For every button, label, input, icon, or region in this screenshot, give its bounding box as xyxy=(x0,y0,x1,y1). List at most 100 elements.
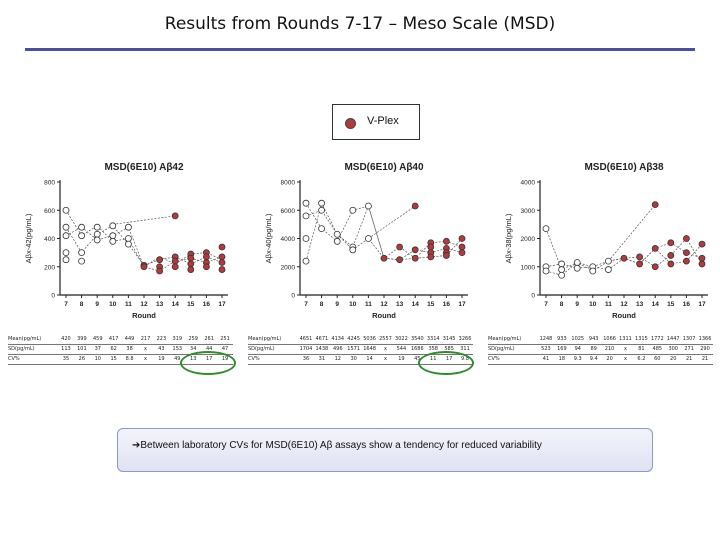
data-point-vplex xyxy=(396,243,404,251)
table-divider xyxy=(248,364,473,365)
row-label: Mean(pg/mL) xyxy=(8,336,42,342)
table-cell: 45 xyxy=(414,356,421,362)
table-cell: 210 xyxy=(604,346,615,352)
y-tick-label: 0 xyxy=(531,293,535,300)
data-point xyxy=(349,246,357,254)
data-point-vplex xyxy=(218,253,226,261)
table-cell: 3540 xyxy=(410,336,424,342)
data-point-vplex xyxy=(140,263,148,271)
data-point-vplex xyxy=(667,239,675,247)
y-tick-label: 2000 xyxy=(281,264,296,271)
table-cell: 8.8 xyxy=(125,356,134,362)
data-point-vplex xyxy=(651,244,659,252)
data-point xyxy=(62,249,70,257)
table-cell: 89 xyxy=(590,346,597,352)
x-tick-label: 13 xyxy=(636,301,644,308)
table-divider xyxy=(488,354,713,355)
data-point-vplex xyxy=(218,243,226,251)
lab-trend-line xyxy=(305,209,463,261)
table-cell: 19 xyxy=(158,356,165,362)
x-tick-label: 14 xyxy=(412,301,420,308)
x-tick-label: 7 xyxy=(544,301,548,308)
data-point-vplex xyxy=(651,263,659,271)
table-cell: 20 xyxy=(670,356,677,362)
table-cell: 4134 xyxy=(331,336,345,342)
chart-title: MSD(6E10) Aβ42 xyxy=(104,162,184,173)
data-point xyxy=(573,259,581,266)
table-cell: x xyxy=(624,356,627,362)
table-cell: 1438 xyxy=(315,346,329,352)
table-cell: 523 xyxy=(541,346,551,352)
table-divider xyxy=(8,344,233,345)
table-cell: 26 xyxy=(78,356,86,362)
table-cell: x xyxy=(384,356,387,362)
data-point-vplex xyxy=(442,237,450,245)
data-point xyxy=(318,206,325,214)
table-cell: 259 xyxy=(188,336,198,342)
lab-trend-line xyxy=(545,237,703,270)
table-cell: 10 xyxy=(94,356,101,362)
data-point xyxy=(62,206,70,214)
x-tick-label: 14 xyxy=(172,301,180,308)
x-tick-label: 12 xyxy=(620,301,628,308)
table-cell: 1686 xyxy=(410,346,424,352)
data-point-vplex xyxy=(620,254,628,262)
data-point-vplex xyxy=(202,253,210,261)
x-tick-label: 8 xyxy=(80,301,84,308)
data-point-vplex xyxy=(396,256,404,264)
legend-vplex-label: V-Plex xyxy=(367,115,399,127)
data-point xyxy=(62,223,70,231)
data-point xyxy=(124,240,132,248)
table-cell: 43 xyxy=(158,346,165,352)
table-cell: 36 xyxy=(302,356,310,362)
table-cell: 1248 xyxy=(539,336,553,342)
data-point-vplex xyxy=(651,201,659,208)
table-cell: 1571 xyxy=(347,346,361,352)
table-cell: 1447 xyxy=(666,336,680,342)
table-cell: 585 xyxy=(444,346,454,352)
table-cell: 94 xyxy=(574,346,581,352)
table-cell: 12 xyxy=(334,356,341,362)
x-tick-label: 11 xyxy=(605,301,612,308)
table-cell: 20 xyxy=(606,356,613,362)
data-point xyxy=(318,199,325,207)
data-point-vplex xyxy=(427,253,435,261)
table-divider xyxy=(8,354,233,355)
table-cell: 49 xyxy=(174,356,181,362)
data-point xyxy=(589,267,597,275)
data-point-vplex xyxy=(458,243,466,251)
data-point-vplex xyxy=(171,212,179,220)
data-point xyxy=(333,230,341,238)
data-point xyxy=(302,257,310,265)
table-cell: 358 xyxy=(428,346,438,352)
data-point-vplex xyxy=(218,266,226,273)
data-point xyxy=(93,223,101,231)
table-cell: 1704 xyxy=(299,346,313,352)
row-label: CV% xyxy=(248,356,260,362)
table-cell: 60 xyxy=(654,356,661,362)
conclusion-callout: ➔Between laboratory CVs for MSD(6E10) Aβ… xyxy=(117,428,653,472)
table-cell: 6.2 xyxy=(637,356,646,362)
lab-trend-line xyxy=(65,210,223,268)
data-point xyxy=(78,257,85,265)
table-cell: 271 xyxy=(684,346,694,352)
x-tick-label: 17 xyxy=(458,301,466,308)
x-tick-label: 9 xyxy=(95,301,99,308)
lab-trend-line xyxy=(305,203,463,259)
table-cell: 1315 xyxy=(635,336,648,342)
y-axis-label: Aβx-40(pg/mL) xyxy=(264,213,273,263)
data-point xyxy=(349,206,357,214)
table-cell: 15 xyxy=(110,356,117,362)
data-point-vplex xyxy=(187,260,195,268)
stats-table-abeta38: Mean(pg/mL) 1248 933 1025 943 1066 1311 1315 177… xyxy=(488,334,713,366)
data-point-vplex xyxy=(187,254,195,262)
chart-title: MSD(6E10) Aβ40 xyxy=(344,162,424,173)
table-cell: 21 xyxy=(685,356,693,362)
row-label: SD(pg/mL) xyxy=(248,346,275,352)
table-cell: 1307 xyxy=(682,336,696,342)
y-tick-label: 8000 xyxy=(281,180,296,187)
data-point xyxy=(333,237,341,245)
data-point xyxy=(573,264,581,272)
table-cell: 14 xyxy=(366,356,373,362)
table-cell: 1772 xyxy=(650,336,664,342)
